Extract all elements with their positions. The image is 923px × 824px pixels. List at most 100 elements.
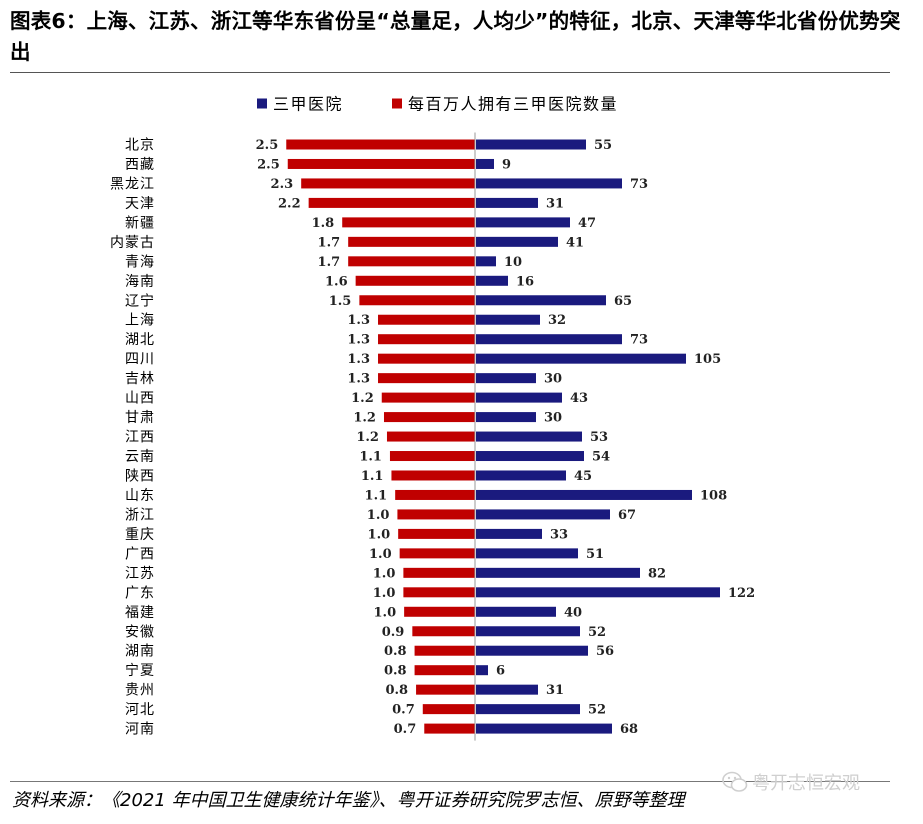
value-label-per-million: 1.1 bbox=[365, 488, 388, 503]
value-label-per-million: 1.7 bbox=[318, 255, 341, 270]
category-label: 陕西 bbox=[125, 468, 155, 484]
value-label-per-million: 2.3 bbox=[271, 177, 294, 192]
category-label: 重庆 bbox=[125, 527, 155, 543]
bar-hospital-count bbox=[476, 353, 686, 364]
value-label-hospital-count: 32 bbox=[548, 313, 566, 328]
bar-hospital-count bbox=[476, 178, 622, 189]
value-label-per-million: 1.1 bbox=[361, 469, 384, 484]
value-label-per-million: 1.3 bbox=[347, 372, 370, 387]
category-label: 贵州 bbox=[125, 683, 155, 699]
category-label: 安徽 bbox=[125, 624, 155, 640]
bar-per-million bbox=[422, 704, 475, 715]
value-label-per-million: 1.0 bbox=[374, 605, 397, 620]
bar-per-million bbox=[397, 509, 475, 520]
value-label-hospital-count: 52 bbox=[588, 625, 606, 640]
value-label-hospital-count: 10 bbox=[504, 255, 522, 270]
category-label: 山东 bbox=[125, 488, 155, 504]
bar-per-million bbox=[381, 392, 475, 403]
category-label: 辽宁 bbox=[125, 292, 155, 309]
value-label-hospital-count: 31 bbox=[546, 196, 564, 211]
category-label: 海南 bbox=[125, 274, 155, 290]
bar-hospital-count bbox=[476, 158, 494, 169]
category-label: 江西 bbox=[125, 430, 155, 446]
category-label: 广西 bbox=[125, 546, 155, 562]
value-label-per-million: 0.8 bbox=[384, 664, 407, 679]
bar-hospital-count bbox=[476, 528, 542, 539]
value-label-per-million: 1.8 bbox=[312, 216, 335, 231]
bar-hospital-count bbox=[476, 412, 536, 423]
left-series-bars bbox=[286, 139, 475, 734]
category-label: 河北 bbox=[125, 702, 155, 718]
bar-per-million bbox=[348, 256, 475, 267]
title-divider bbox=[10, 72, 890, 73]
legend: 三甲医院 每百万人拥有三甲医院数量 bbox=[257, 95, 618, 114]
value-label-hospital-count: 73 bbox=[630, 177, 648, 192]
category-label: 湖北 bbox=[125, 332, 155, 348]
bar-per-million bbox=[391, 470, 475, 481]
bar-hospital-count bbox=[476, 626, 580, 637]
bar-per-million bbox=[412, 626, 475, 637]
category-label: 北京 bbox=[125, 138, 155, 154]
bar-per-million bbox=[378, 373, 475, 384]
value-labels: 2.5 55 2.5 9 2.3 73 2.2 31 1.8 47 1.7 41 1.7 10 1.6 16 1… bbox=[256, 138, 756, 737]
value-label-per-million: 1.0 bbox=[373, 566, 396, 581]
bar-per-million bbox=[403, 587, 475, 598]
legend-label-per-million: 每百万人拥有三甲医院数量 bbox=[408, 95, 618, 114]
value-label-per-million: 0.9 bbox=[382, 625, 405, 640]
source-divider bbox=[10, 781, 890, 782]
value-label-per-million: 1.6 bbox=[325, 274, 348, 289]
value-label-hospital-count: 6 bbox=[496, 664, 505, 679]
value-label-hospital-count: 65 bbox=[614, 294, 632, 309]
category-label: 河南 bbox=[125, 722, 155, 738]
value-label-hospital-count: 105 bbox=[694, 352, 721, 367]
bar-per-million bbox=[424, 723, 475, 734]
value-label-per-million: 0.7 bbox=[392, 703, 415, 718]
bar-per-million bbox=[414, 665, 475, 676]
category-label: 宁夏 bbox=[125, 662, 155, 679]
bar-per-million bbox=[399, 548, 475, 559]
value-label-per-million: 1.0 bbox=[368, 527, 391, 542]
value-label-hospital-count: 82 bbox=[648, 566, 666, 581]
value-label-hospital-count: 33 bbox=[550, 527, 568, 542]
value-label-per-million: 1.7 bbox=[318, 235, 341, 250]
value-label-per-million: 0.7 bbox=[394, 722, 417, 737]
bar-hospital-count bbox=[476, 587, 720, 598]
bar-per-million bbox=[383, 412, 475, 423]
legend-swatch-hospital-count bbox=[257, 98, 267, 109]
bar-hospital-count bbox=[476, 470, 566, 481]
bar-per-million bbox=[389, 451, 475, 462]
bar-hospital-count bbox=[476, 217, 570, 228]
watermark: 粤开志恒宏观 bbox=[722, 769, 860, 795]
category-label: 吉林 bbox=[125, 371, 155, 387]
category-label: 福建 bbox=[125, 605, 155, 621]
value-label-per-million: 1.2 bbox=[356, 430, 379, 445]
category-label: 四川 bbox=[125, 352, 155, 368]
value-label-hospital-count: 55 bbox=[594, 138, 612, 153]
bar-hospital-count bbox=[476, 489, 692, 500]
bar-hospital-count bbox=[476, 314, 540, 325]
value-label-hospital-count: 53 bbox=[590, 430, 608, 445]
bar-hospital-count bbox=[476, 236, 558, 247]
bar-per-million bbox=[355, 275, 475, 286]
value-label-hospital-count: 41 bbox=[566, 235, 584, 250]
bar-per-million bbox=[359, 295, 475, 306]
category-label: 上海 bbox=[125, 313, 155, 329]
value-label-per-million: 0.8 bbox=[384, 644, 407, 659]
bar-per-million bbox=[342, 217, 475, 228]
value-label-hospital-count: 56 bbox=[596, 644, 614, 659]
category-label: 天津 bbox=[125, 196, 155, 212]
category-label: 青海 bbox=[125, 254, 155, 270]
wechat-icon bbox=[722, 771, 748, 792]
category-label: 湖南 bbox=[125, 644, 155, 660]
bar-hospital-count bbox=[476, 723, 612, 734]
bar-hospital-count bbox=[476, 509, 610, 520]
legend-label-hospital-count: 三甲医院 bbox=[273, 95, 343, 114]
bar-hospital-count bbox=[476, 431, 582, 442]
value-label-hospital-count: 54 bbox=[592, 450, 610, 465]
value-label-hospital-count: 43 bbox=[570, 391, 588, 406]
value-label-hospital-count: 16 bbox=[516, 274, 534, 289]
category-label: 广东 bbox=[125, 585, 155, 601]
category-label: 黑龙江 bbox=[110, 176, 155, 192]
value-label-hospital-count: 51 bbox=[586, 547, 604, 562]
